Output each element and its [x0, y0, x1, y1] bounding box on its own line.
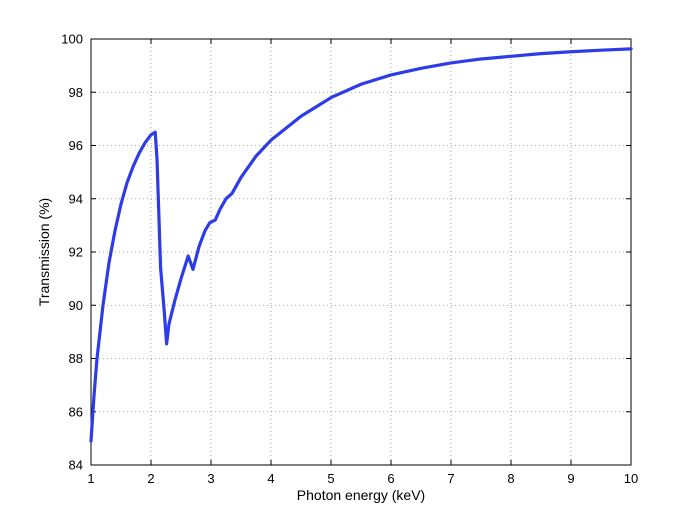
- y-tick-label: 98: [69, 85, 83, 100]
- x-tick-label: 8: [507, 471, 514, 486]
- x-tick-label: 10: [624, 471, 638, 486]
- x-tick-label: 4: [267, 471, 274, 486]
- x-tick-labels: 1 2 3 4 5 6 7 8 9 10: [87, 471, 638, 486]
- y-tick-label: 84: [69, 458, 83, 473]
- y-tick-label: 94: [69, 191, 83, 206]
- x-tick-label: 9: [567, 471, 574, 486]
- plot-frame: [90, 38, 632, 466]
- y-tick-label: 92: [69, 245, 83, 260]
- y-tick-label: 86: [69, 404, 83, 419]
- x-tick-label: 6: [387, 471, 394, 486]
- x-axis-label: Photon energy (keV): [297, 487, 425, 503]
- grid-lines: [91, 39, 631, 465]
- y-tick-label: 88: [69, 351, 83, 366]
- y-tick-label: 90: [69, 298, 83, 313]
- y-tick-label: 96: [69, 138, 83, 153]
- y-tick-labels: 84 86 88 90 92 94 96 98 100: [61, 32, 83, 473]
- x-tick-label: 3: [207, 471, 214, 486]
- plot-background: [91, 39, 631, 465]
- x-tick-label: 5: [327, 471, 334, 486]
- x-tick-label: 7: [447, 471, 454, 486]
- x-tick-label: 1: [87, 471, 94, 486]
- transmission-curve: [89, 47, 633, 443]
- y-tick-label: 100: [61, 32, 83, 47]
- x-tick-label: 2: [147, 471, 154, 486]
- series-layer: [89, 47, 633, 443]
- y-axis-label: Transmission (%): [36, 198, 52, 306]
